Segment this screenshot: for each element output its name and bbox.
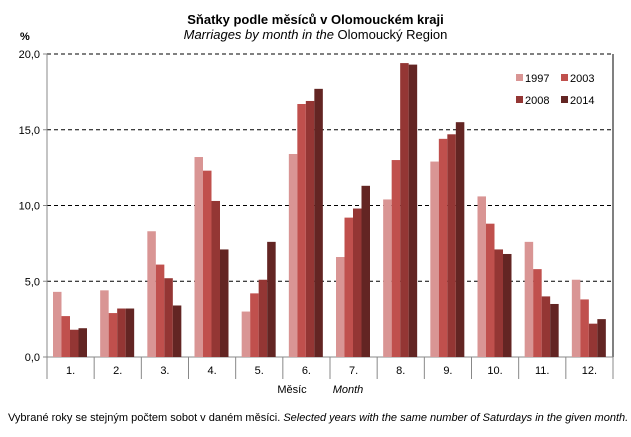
x-axis-label-cz: Měsíc — [277, 384, 307, 396]
legend-swatch-2003 — [561, 74, 568, 81]
bar-2008-3 — [164, 278, 173, 357]
subtitle-italic: Marriages by month in the — [183, 27, 334, 42]
bar-2014-1 — [78, 328, 87, 357]
bar-1997-1 — [53, 291, 62, 357]
bar-2003-4 — [203, 170, 212, 357]
y-tick-label: 0,0 — [25, 352, 40, 364]
y-tick-label: 15,0 — [19, 125, 40, 137]
bar-2014-5 — [267, 241, 276, 357]
chart-title: Sňatky podle měsíců v Olomouckém kraji — [187, 12, 444, 27]
bar-2008-10 — [494, 249, 503, 357]
bar-1997-2 — [100, 290, 109, 357]
bar-2003-6 — [297, 103, 306, 358]
bar-2008-9 — [447, 134, 456, 357]
x-tick-label: 11. — [535, 365, 549, 377]
legend-swatch-2008 — [516, 96, 523, 103]
bar-2014-4 — [220, 249, 229, 357]
bar-2008-7 — [353, 208, 362, 357]
bar-2003-10 — [486, 223, 495, 357]
bar-2008-1 — [70, 329, 79, 357]
bar-2014-10 — [503, 253, 512, 357]
x-tick-label: 7. — [349, 365, 358, 377]
bar-2003-7 — [344, 217, 353, 357]
bar-2008-12 — [588, 323, 598, 357]
bar-1997-11 — [524, 241, 534, 357]
bar-2014-2 — [125, 308, 135, 357]
bar-1997-10 — [477, 196, 486, 357]
bar-1997-3 — [147, 231, 156, 357]
bar-1997-5 — [241, 311, 251, 357]
bar-1997-12 — [571, 279, 581, 357]
bar-2003-5 — [250, 293, 259, 357]
bar-2003-3 — [155, 264, 165, 357]
bar-2003-12 — [580, 299, 589, 357]
bar-1997-4 — [194, 157, 203, 357]
bar-2003-2 — [108, 313, 118, 357]
bar-2003-1 — [61, 316, 70, 357]
legend-label-2008: 2008 — [525, 95, 549, 107]
x-tick-label: 9. — [443, 365, 452, 377]
footnote: Vybrané roky se stejným počtem sobot v d… — [8, 412, 628, 424]
legend-label-2003: 2003 — [570, 73, 594, 85]
bar-1997-6 — [288, 153, 298, 357]
x-tick-label: 8. — [396, 365, 405, 377]
footnote-en: Selected years with the same number of S… — [280, 412, 629, 424]
bar-2014-11 — [550, 303, 559, 357]
bar-2003-8 — [391, 160, 401, 357]
y-tick-label: 20,0 — [19, 49, 40, 61]
bar-2014-6 — [314, 88, 323, 357]
y-axis-unit: % — [20, 31, 30, 43]
legend-label-2014: 2014 — [570, 95, 594, 107]
bar-2003-11 — [533, 269, 542, 357]
legend-swatch-2014 — [561, 96, 568, 103]
subtitle-region: Olomoucký Region — [333, 27, 448, 42]
bar-1997-9 — [430, 161, 439, 357]
bar-2014-8 — [408, 64, 418, 357]
bar-1997-8 — [383, 199, 392, 357]
x-tick-label: 2. — [113, 365, 122, 377]
bar-2008-4 — [211, 200, 220, 357]
bar-2008-6 — [305, 100, 315, 357]
bar-1997-7 — [336, 257, 345, 357]
x-tick-label: 5. — [255, 365, 264, 377]
bar-2008-2 — [117, 308, 126, 357]
bar-2003-9 — [438, 138, 448, 357]
x-tick-label: 12. — [582, 365, 597, 377]
y-tick-label: 10,0 — [19, 201, 40, 213]
x-tick-label: 10. — [487, 365, 502, 377]
legend-swatch-1997 — [516, 74, 523, 81]
legend-label-1997: 1997 — [525, 73, 549, 85]
chart-subtitle: Marriages by month in the Olomoucký Regi… — [0, 27, 631, 42]
x-axis-label-en: Month — [333, 384, 364, 396]
bar-2008-11 — [541, 296, 551, 357]
bar-2014-3 — [172, 305, 182, 357]
x-tick-label: 4. — [207, 365, 216, 377]
y-tick-label: 5,0 — [25, 276, 40, 288]
x-tick-label: 6. — [302, 365, 311, 377]
bar-2008-8 — [400, 63, 409, 358]
x-tick-label: 3. — [160, 365, 169, 377]
bar-2014-12 — [597, 319, 606, 357]
x-tick-label: 1. — [66, 365, 75, 377]
bar-2008-5 — [258, 279, 268, 357]
footnote-cz: Vybrané roky se stejným počtem sobot v d… — [8, 412, 281, 424]
bar-2014-7 — [361, 185, 370, 357]
bar-2014-9 — [455, 122, 465, 357]
